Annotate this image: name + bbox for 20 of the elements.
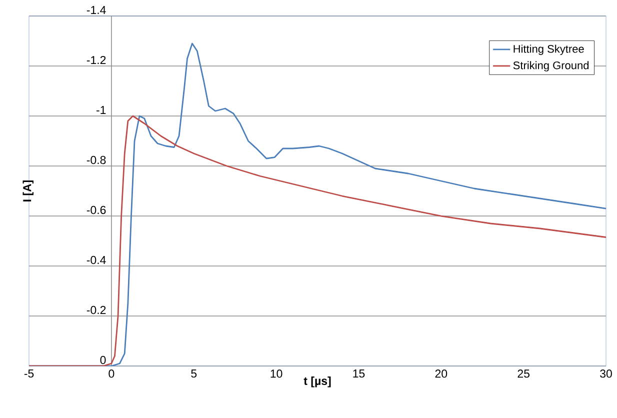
x-tick-label: -5: [24, 370, 34, 378]
legend-label: Hitting Skytree: [514, 44, 584, 55]
y-tick-label: -1.4: [86, 6, 106, 14]
legend-label: Striking Ground: [513, 61, 589, 72]
y-tick-label: -1: [96, 106, 106, 114]
x-tick-label: 5: [191, 370, 197, 378]
y-tick-label: -0.8: [86, 156, 106, 164]
y-tick-label: -1.2: [86, 56, 106, 64]
x-tick-label: 30: [600, 370, 612, 378]
y-tick-label: -0.2: [86, 306, 106, 314]
x-tick-label: 25: [518, 370, 530, 378]
x-tick-label: 0: [108, 370, 114, 378]
y-tick-label: -0.4: [86, 256, 106, 264]
y-axis-title: I [A]: [22, 180, 34, 202]
x-axis-title: t [µs]: [304, 376, 331, 388]
y-tick-label: 0: [100, 356, 106, 364]
x-tick-label: 20: [435, 370, 448, 378]
x-tick-label: 15: [353, 370, 365, 378]
y-tick-label: -0.6: [86, 206, 106, 214]
x-tick-label: 10: [270, 370, 282, 378]
